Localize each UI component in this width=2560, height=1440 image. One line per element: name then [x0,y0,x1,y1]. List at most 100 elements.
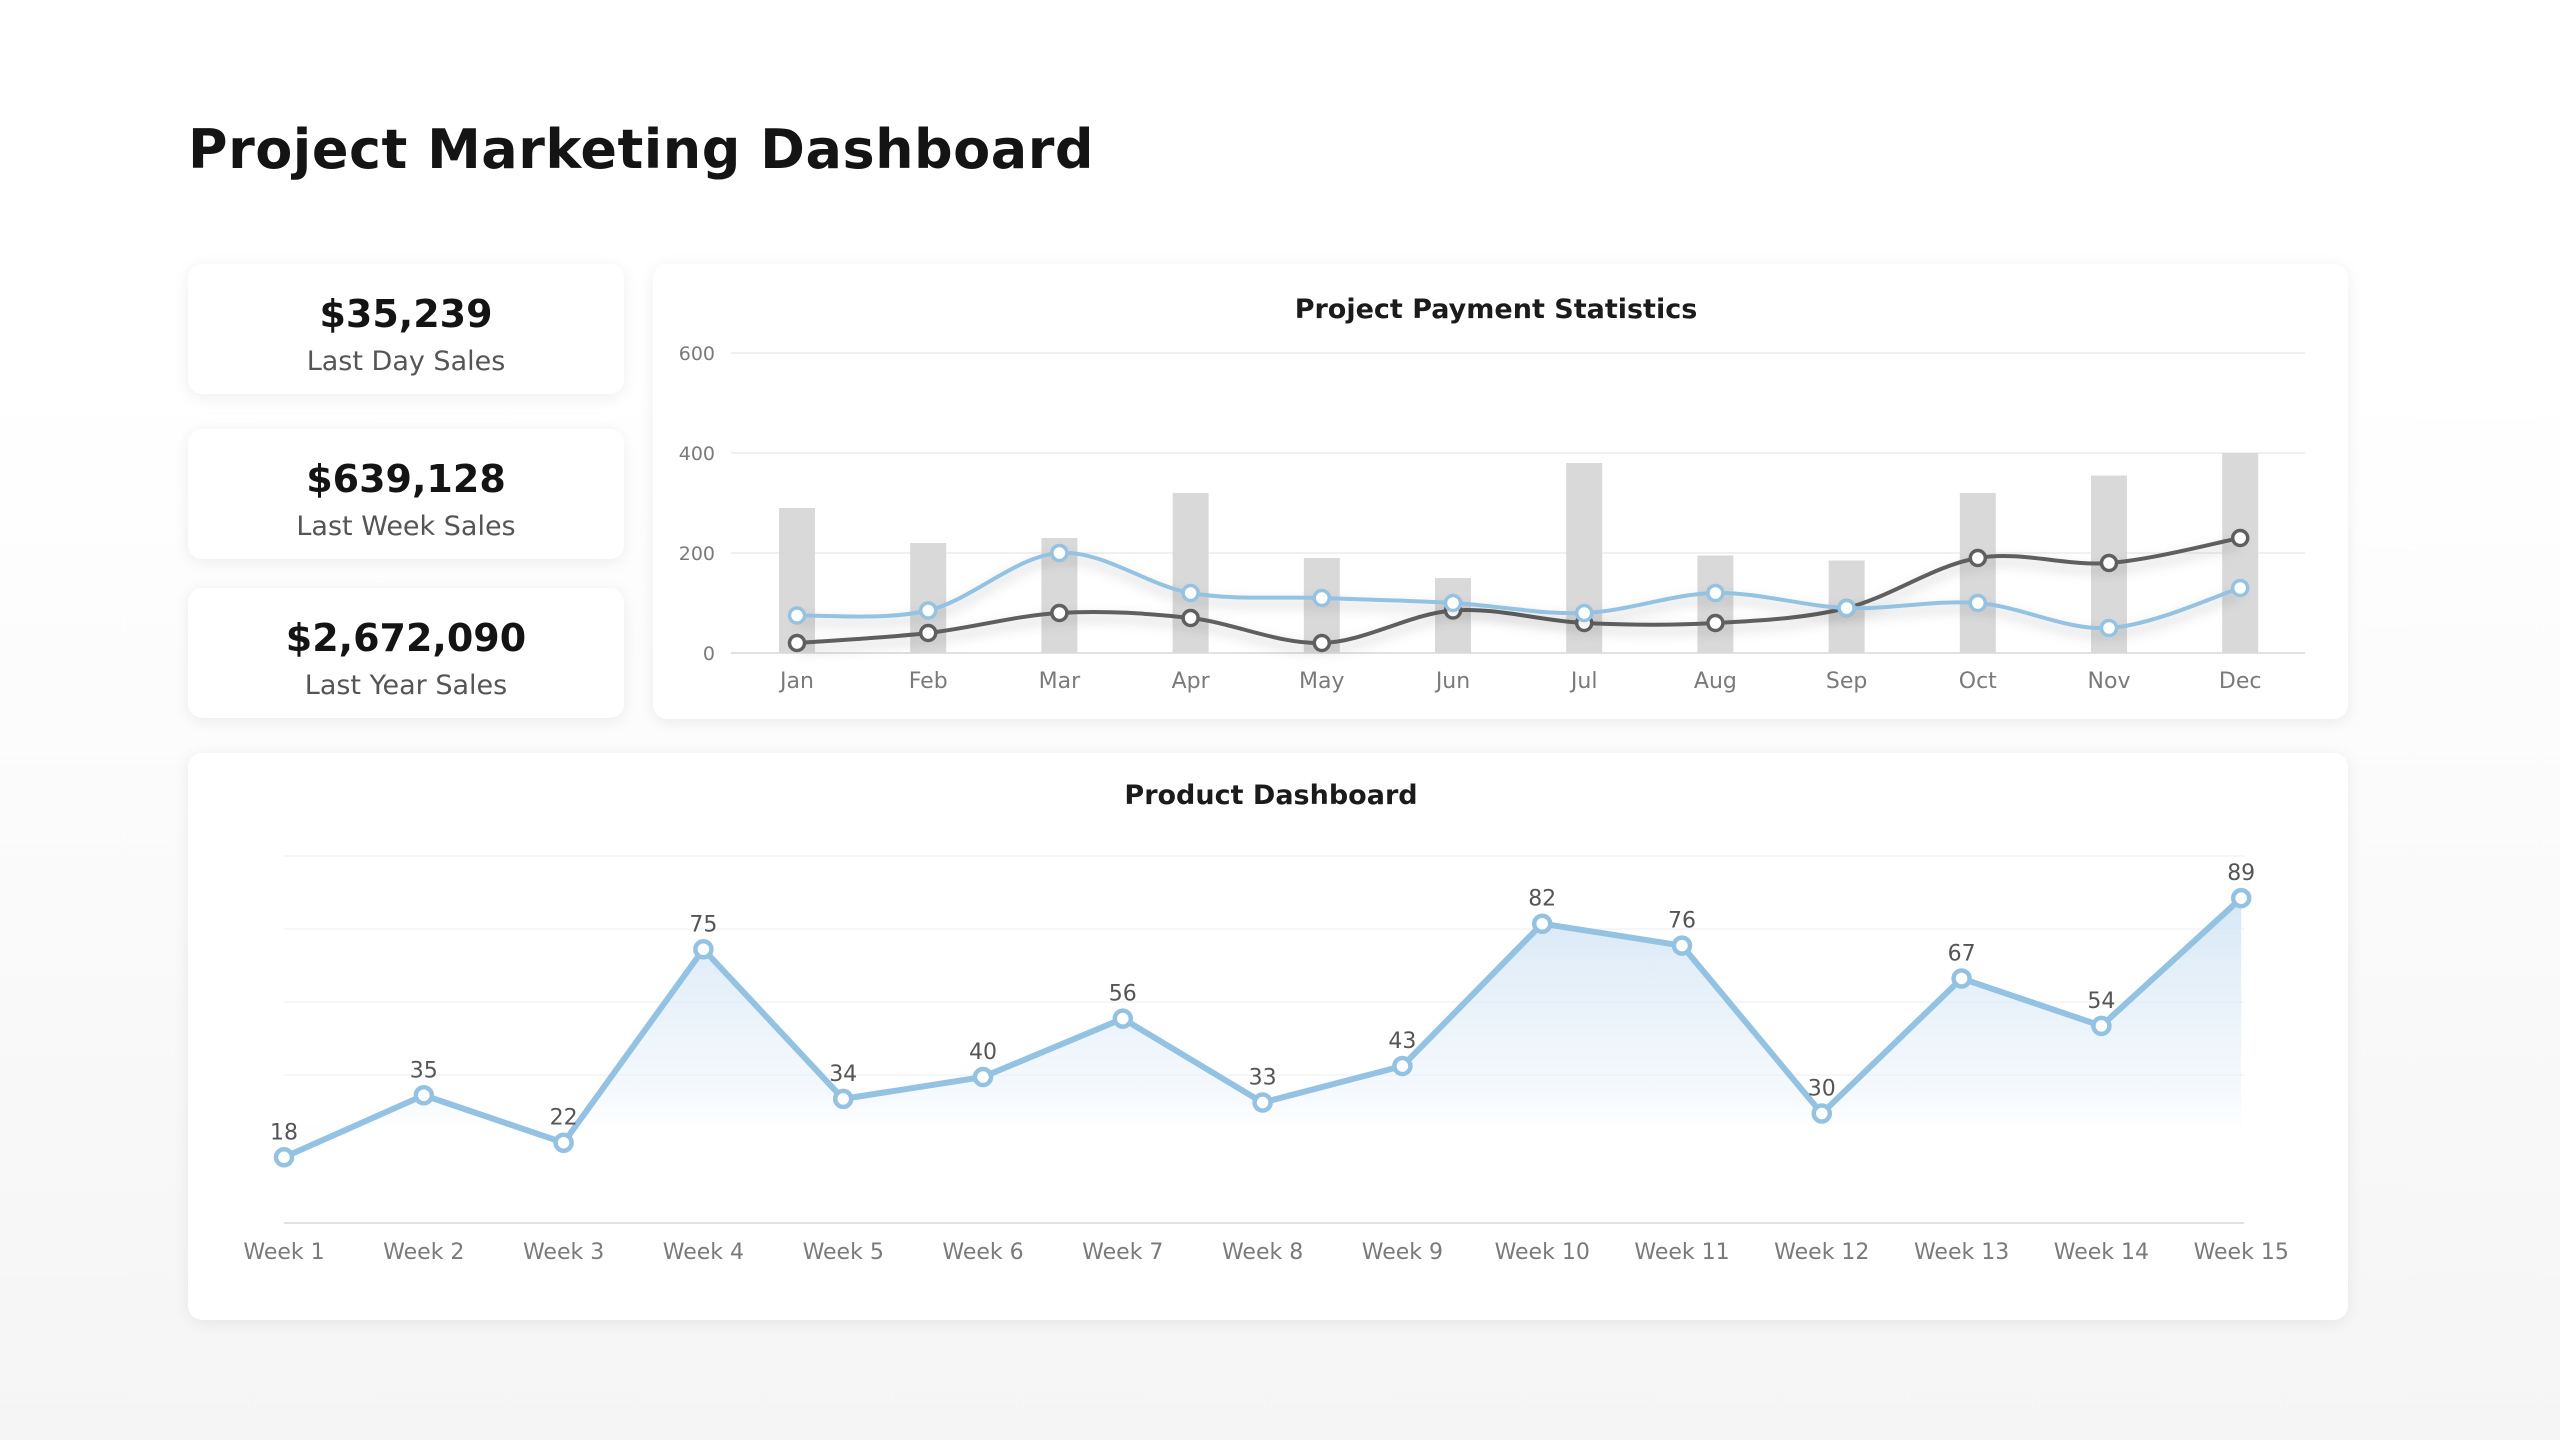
product-dashboard-chart: Product Dashboard 18 35 22 75 34 40 56 33 43 82 76… [243,780,2288,1265]
data-point [1181,583,1200,603]
kpi-card-last-week: $639,128 Last Week Sales [188,429,624,559]
x-tick-label: Week 5 [803,1240,884,1265]
data-point [1968,593,1988,613]
x-tick-label: Jun [1434,669,1470,694]
line-series-light [787,543,2250,638]
x-tick-label: May [1299,669,1344,694]
kpi-value: $639,128 [306,457,506,501]
data-point [1050,603,1069,623]
x-tick-label: Week 15 [2194,1240,2289,1265]
bar [1959,493,1996,653]
data-point [2091,1015,2112,1037]
data-point [1312,588,1332,608]
data-label: 22 [550,1106,578,1131]
x-tick-label: Week 11 [1634,1240,1729,1265]
data-point [2230,887,2252,909]
data-point [1837,598,1856,618]
x-tick-label: Nov [2088,669,2131,694]
data-point [918,623,938,643]
data-point [553,1132,574,1153]
data-label: 43 [1388,1029,1416,1054]
data-point [1671,935,1693,956]
x-ticks: Jan Feb Mar Apr May Jun Jul Aug Sep Oct Nov Dec [778,669,2261,694]
data-point [2099,618,2119,638]
area-fill [284,898,2242,1158]
payment-statistics-card: Project Payment Statistics 0 200 400 600 Jan… [653,264,2348,719]
data-point [1706,583,1725,603]
data-point [1951,968,1972,989]
data-point [1252,1092,1273,1113]
data-labels: 18 35 22 75 34 40 56 33 43 82 76 30 67 54 89 [270,861,2255,1145]
data-point [1811,1103,1833,1124]
data-label: 76 [1668,909,1696,934]
data-label: 67 [1948,941,1976,966]
gridlines [731,352,2305,554]
line-series [273,887,2252,1168]
line-series-dark [787,528,2250,653]
bar [2222,453,2259,653]
data-point [2230,578,2250,598]
kpi-value: $35,239 [319,292,493,336]
x-tick-label: Week 4 [663,1240,744,1265]
data-point [972,1066,994,1088]
bar [1697,555,1734,653]
chart-title: Project Payment Statistics [1295,294,1698,325]
data-label: 18 [270,1120,298,1145]
data-point [413,1085,435,1106]
data-point [832,1088,854,1110]
x-tick-label: Week 7 [1082,1240,1163,1265]
x-tick-label: Jul [1569,669,1598,694]
data-point [2230,528,2250,548]
y-tick-label: 600 [679,343,715,365]
bar [779,508,815,653]
page-title: Project Marketing Dashboard [188,118,1095,181]
chart-title: Product Dashboard [1124,780,1417,811]
y-tick-label: 400 [679,443,715,465]
x-tick-label: Oct [1959,669,1997,694]
kpi-value: $2,672,090 [285,616,527,660]
data-label: 33 [1249,1066,1277,1091]
data-point [787,606,807,625]
kpi-label: Last Day Sales [306,346,506,377]
x-tick-label: Apr [1172,669,1211,694]
data-point [273,1147,295,1168]
x-tick-label: Dec [2219,669,2262,694]
data-point [787,633,807,653]
kpi-label: Last Year Sales [304,670,508,701]
x-ticks: Week 1 Week 2 Week 3 Week 4 Week 5 Week 6 Week… [243,1240,2288,1265]
x-tick-label: Week 14 [2054,1240,2149,1265]
x-tick-label: Week 3 [523,1240,604,1265]
data-point [693,939,714,960]
x-tick-label: Feb [909,669,948,694]
y-ticks: 0 200 400 600 [679,343,715,665]
x-tick-label: Week 8 [1222,1240,1303,1265]
data-point [1968,548,1988,568]
data-point [1531,913,1553,934]
kpi-card-last-day: $35,239 Last Day Sales [188,264,624,394]
data-point [2099,553,2119,573]
x-tick-label: Week 10 [1495,1240,1590,1265]
data-label: 82 [1528,887,1556,912]
x-tick-label: Week 9 [1362,1240,1443,1265]
data-point [1050,543,1069,563]
data-point [1181,608,1200,628]
x-tick-label: Week 13 [1914,1240,2009,1265]
series-line [796,536,2241,646]
product-dashboard-card: Product Dashboard 18 35 22 75 34 40 56 33 43 82 76… [188,753,2348,1320]
data-label: 30 [1808,1077,1836,1102]
data-point [1392,1055,1413,1077]
x-tick-label: Sep [1826,669,1867,694]
payment-statistics-chart: Project Payment Statistics 0 200 400 600 Jan… [679,294,2305,694]
kpi-card-last-year: $2,672,090 Last Year Sales [188,588,624,718]
x-tick-label: Jan [778,669,814,694]
data-point [1706,613,1725,633]
data-label: 56 [1109,982,1137,1007]
data-point [1443,593,1463,613]
x-tick-label: Week 1 [243,1240,324,1265]
kpi-label: Last Week Sales [296,511,516,542]
data-label: 35 [410,1058,438,1083]
series-line [796,550,2241,631]
data-point [1574,603,1594,623]
data-label: 34 [829,1062,857,1087]
data-point [1112,1008,1134,1029]
